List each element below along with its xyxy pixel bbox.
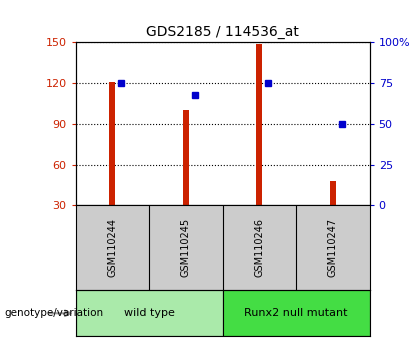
Text: GSM110246: GSM110246 xyxy=(255,218,264,277)
Text: GSM110247: GSM110247 xyxy=(328,218,338,278)
Text: wild type: wild type xyxy=(123,308,175,318)
Bar xyxy=(109,82,115,205)
Title: GDS2185 / 114536_at: GDS2185 / 114536_at xyxy=(146,25,299,39)
Bar xyxy=(256,44,262,205)
Bar xyxy=(223,290,370,336)
Bar xyxy=(183,110,189,205)
Text: Runx2 null mutant: Runx2 null mutant xyxy=(244,308,348,318)
Bar xyxy=(76,290,223,336)
Text: genotype/variation: genotype/variation xyxy=(4,308,103,318)
Bar xyxy=(330,181,336,205)
Text: GSM110245: GSM110245 xyxy=(181,218,191,278)
Text: GSM110244: GSM110244 xyxy=(108,218,117,277)
